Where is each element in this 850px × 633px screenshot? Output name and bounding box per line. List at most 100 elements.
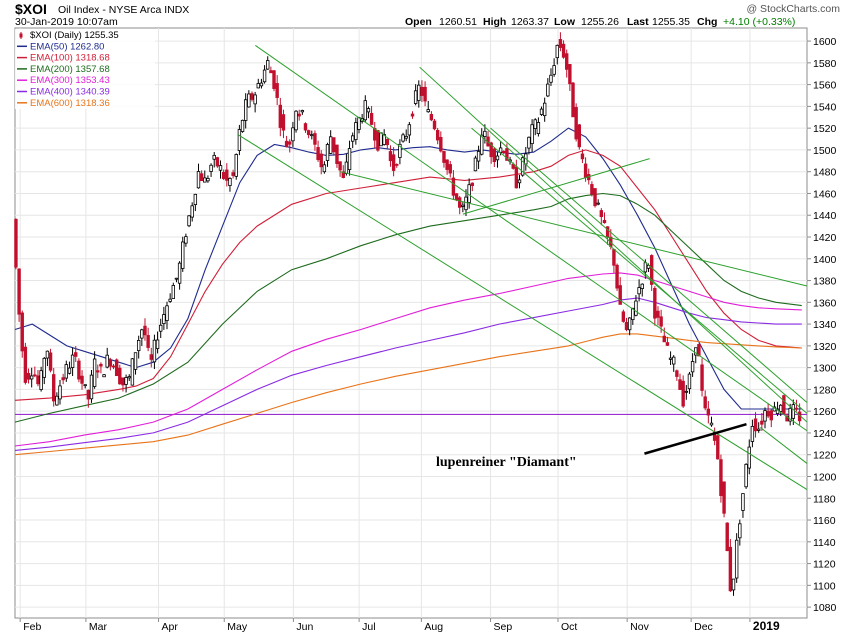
candle-body: [709, 422, 714, 426]
price-candles: [14, 32, 802, 596]
candle-body: [687, 373, 692, 390]
header-open-label: Open: [405, 16, 432, 28]
annotation-label: lupenreiner "Diamant": [436, 455, 577, 470]
candle-body: [29, 375, 34, 380]
candle-body: [247, 93, 251, 108]
candle-body: [209, 164, 213, 172]
candle-body: [127, 376, 131, 379]
candle-body: [124, 377, 128, 385]
candle-body: [420, 86, 424, 96]
candle-body: [221, 171, 226, 180]
x-tick-label: Dec: [694, 621, 713, 633]
candle-body: [763, 410, 767, 422]
candle-body: [58, 385, 62, 400]
candle-body: [583, 163, 588, 178]
y-tick-label: 1280: [813, 384, 837, 396]
trend-line: [462, 158, 650, 215]
candle-body: [448, 164, 452, 174]
candle-body: [187, 215, 191, 227]
candle-body: [546, 83, 550, 97]
y-tick-label: 1560: [813, 80, 837, 92]
candle-body: [206, 177, 210, 182]
candle-body: [231, 172, 235, 176]
candle-body: [278, 104, 283, 128]
candle-body: [782, 395, 786, 414]
candle-body: [555, 44, 559, 59]
candle-body: [675, 370, 679, 377]
candle-body: [89, 374, 94, 400]
header-high-label: High: [483, 16, 506, 28]
candle-body: [574, 107, 578, 140]
candle-body: [451, 177, 456, 196]
candle-body: [272, 70, 276, 89]
candle-body: [313, 133, 317, 145]
candle-body: [461, 204, 465, 207]
candle-body: [602, 219, 607, 224]
candle-body: [621, 311, 626, 322]
candle-body: [102, 374, 106, 378]
candle-body: [108, 359, 113, 367]
x-tick-label: Oct: [561, 621, 577, 633]
trend-line: [490, 127, 808, 403]
candle-body: [23, 346, 28, 383]
trend-line: [237, 134, 808, 490]
candle-body: [240, 119, 245, 132]
candle-body: [716, 435, 720, 460]
candle-body: [303, 123, 308, 131]
candle-body: [731, 578, 736, 591]
ema-line-ema400: [14, 297, 802, 451]
candle-body: [114, 359, 119, 377]
candle-body: [86, 389, 91, 400]
y-tick-label: 1580: [813, 58, 837, 70]
header-last-label: Last: [627, 16, 649, 28]
candle-body: [590, 184, 594, 195]
candle-body: [159, 324, 163, 332]
candle-body: [193, 193, 198, 205]
candle-body: [77, 360, 81, 380]
candle-body: [70, 354, 75, 368]
candle-body: [417, 84, 421, 101]
candle-body: [426, 109, 430, 113]
candle-body: [146, 335, 150, 348]
candle-body: [168, 298, 172, 302]
candle-body: [363, 100, 367, 121]
candle-body: [779, 404, 783, 412]
header-high-value: 1263.37: [511, 16, 549, 28]
candle-body: [149, 354, 153, 360]
legend-label: EMA(50) 1262.80: [30, 41, 104, 52]
candle-body: [794, 407, 799, 410]
candle-body: [225, 169, 229, 181]
candle-body: [791, 404, 796, 419]
candle-body: [196, 171, 201, 189]
candle-body: [190, 205, 194, 218]
candle-body: [744, 463, 748, 488]
candle-body: [335, 144, 339, 164]
candle-body: [458, 197, 462, 208]
candle-body: [454, 193, 459, 201]
candle-body: [533, 119, 537, 129]
x-tick-label: Jun: [296, 621, 313, 633]
legend-label: $XOI (Daily) 1255.35: [30, 30, 119, 41]
candle-body: [80, 375, 84, 384]
candle-body: [741, 493, 745, 511]
candle-body: [14, 218, 18, 268]
header-last-value: 1255.35: [652, 16, 690, 28]
candle-body: [388, 151, 393, 162]
y-tick-label: 1400: [813, 254, 837, 266]
candle-body: [766, 410, 770, 417]
candle-body: [593, 188, 597, 207]
candle-body: [316, 147, 320, 161]
candle-body: [67, 367, 72, 374]
candle-body: [243, 99, 248, 121]
y-tick-label: 1420: [813, 232, 837, 244]
x-axis: Feb Mar Apr May Jun Jul Aug Sep Oct Nov Dec 2019: [19, 618, 780, 633]
candle-body: [404, 135, 408, 139]
candle-body: [423, 86, 427, 102]
candle-body: [728, 546, 733, 592]
candle-body: [719, 459, 723, 496]
y-tick-label: 1340: [813, 319, 837, 331]
candle-body: [410, 113, 415, 117]
candle-body: [760, 420, 764, 425]
candle-body: [697, 344, 701, 357]
